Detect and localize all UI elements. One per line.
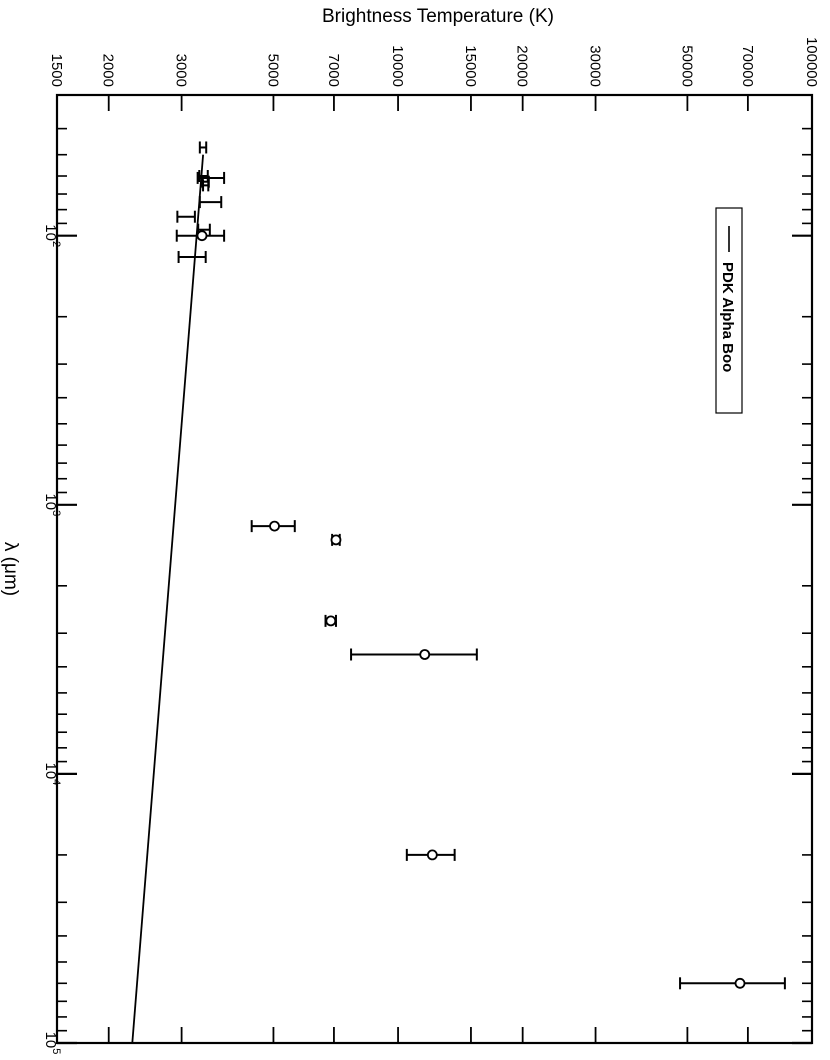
y-tick-label: 7000 xyxy=(325,54,342,87)
x-tick-label-base: 10 xyxy=(42,762,59,779)
y-tick-label: 1500 xyxy=(48,54,65,87)
x-tick-label-exponent: 5 xyxy=(50,1048,62,1054)
circle-marker xyxy=(734,977,746,989)
data-point xyxy=(202,179,210,192)
y-tick-label: 3000 xyxy=(173,54,190,87)
x-tick-label-base: 10 xyxy=(42,493,59,510)
circle-marker xyxy=(325,615,337,627)
circle-marker xyxy=(196,230,208,242)
model-line xyxy=(131,154,204,1044)
plot-frame xyxy=(55,93,814,1045)
y-tick-label: 30000 xyxy=(587,45,604,87)
legend-label: PDK Alpha Boo xyxy=(719,262,736,372)
y-tick-label: 5000 xyxy=(264,54,281,87)
y-tick-label: 50000 xyxy=(678,45,695,87)
legend: PDK Alpha Boo xyxy=(715,207,743,414)
y-tick-label: 2000 xyxy=(100,54,117,87)
data-layer xyxy=(131,141,786,1044)
data-point xyxy=(324,614,337,627)
circle-marker xyxy=(269,520,280,532)
x-tick-label: 102 xyxy=(42,224,62,247)
data-point xyxy=(176,210,196,223)
data-point xyxy=(250,520,296,533)
x-tick-label: 105 xyxy=(42,1032,62,1055)
circle-marker xyxy=(330,534,342,546)
data-point xyxy=(350,648,478,661)
x-tick-label-exponent: 2 xyxy=(50,241,62,247)
circle-marker xyxy=(419,649,431,660)
x-axis-title: λ (μm) xyxy=(0,542,21,596)
data-point xyxy=(679,977,786,990)
data-point xyxy=(177,251,207,264)
data-point xyxy=(330,533,342,546)
circle-marker xyxy=(426,849,438,861)
data-point xyxy=(175,229,226,242)
data-point xyxy=(198,196,223,209)
tick-group xyxy=(56,94,813,1045)
x-tick-label-base: 10 xyxy=(42,224,59,241)
tick-label-group: 1500 2000 3000 5000 7000 10000 15000 20000 30000… xyxy=(42,37,820,1054)
data-point xyxy=(405,848,456,861)
y-tick-label: 15000 xyxy=(462,45,479,87)
y-tick-label: 10000 xyxy=(389,45,406,87)
x-tick-label-exponent: 4 xyxy=(50,779,62,785)
y-tick-label: 70000 xyxy=(739,45,756,87)
data-point xyxy=(198,141,208,154)
x-tick-label: 103 xyxy=(42,493,62,516)
x-tick-label: 104 xyxy=(42,762,62,785)
y-tick-label: 20000 xyxy=(514,45,531,87)
y-axis-title: Brightness Temperature (K) xyxy=(322,6,554,27)
y-tick-label: 100000 xyxy=(803,37,820,87)
x-tick-label-base: 10 xyxy=(42,1032,59,1049)
plot-border xyxy=(55,93,814,1045)
x-tick-label-exponent: 3 xyxy=(50,510,62,516)
